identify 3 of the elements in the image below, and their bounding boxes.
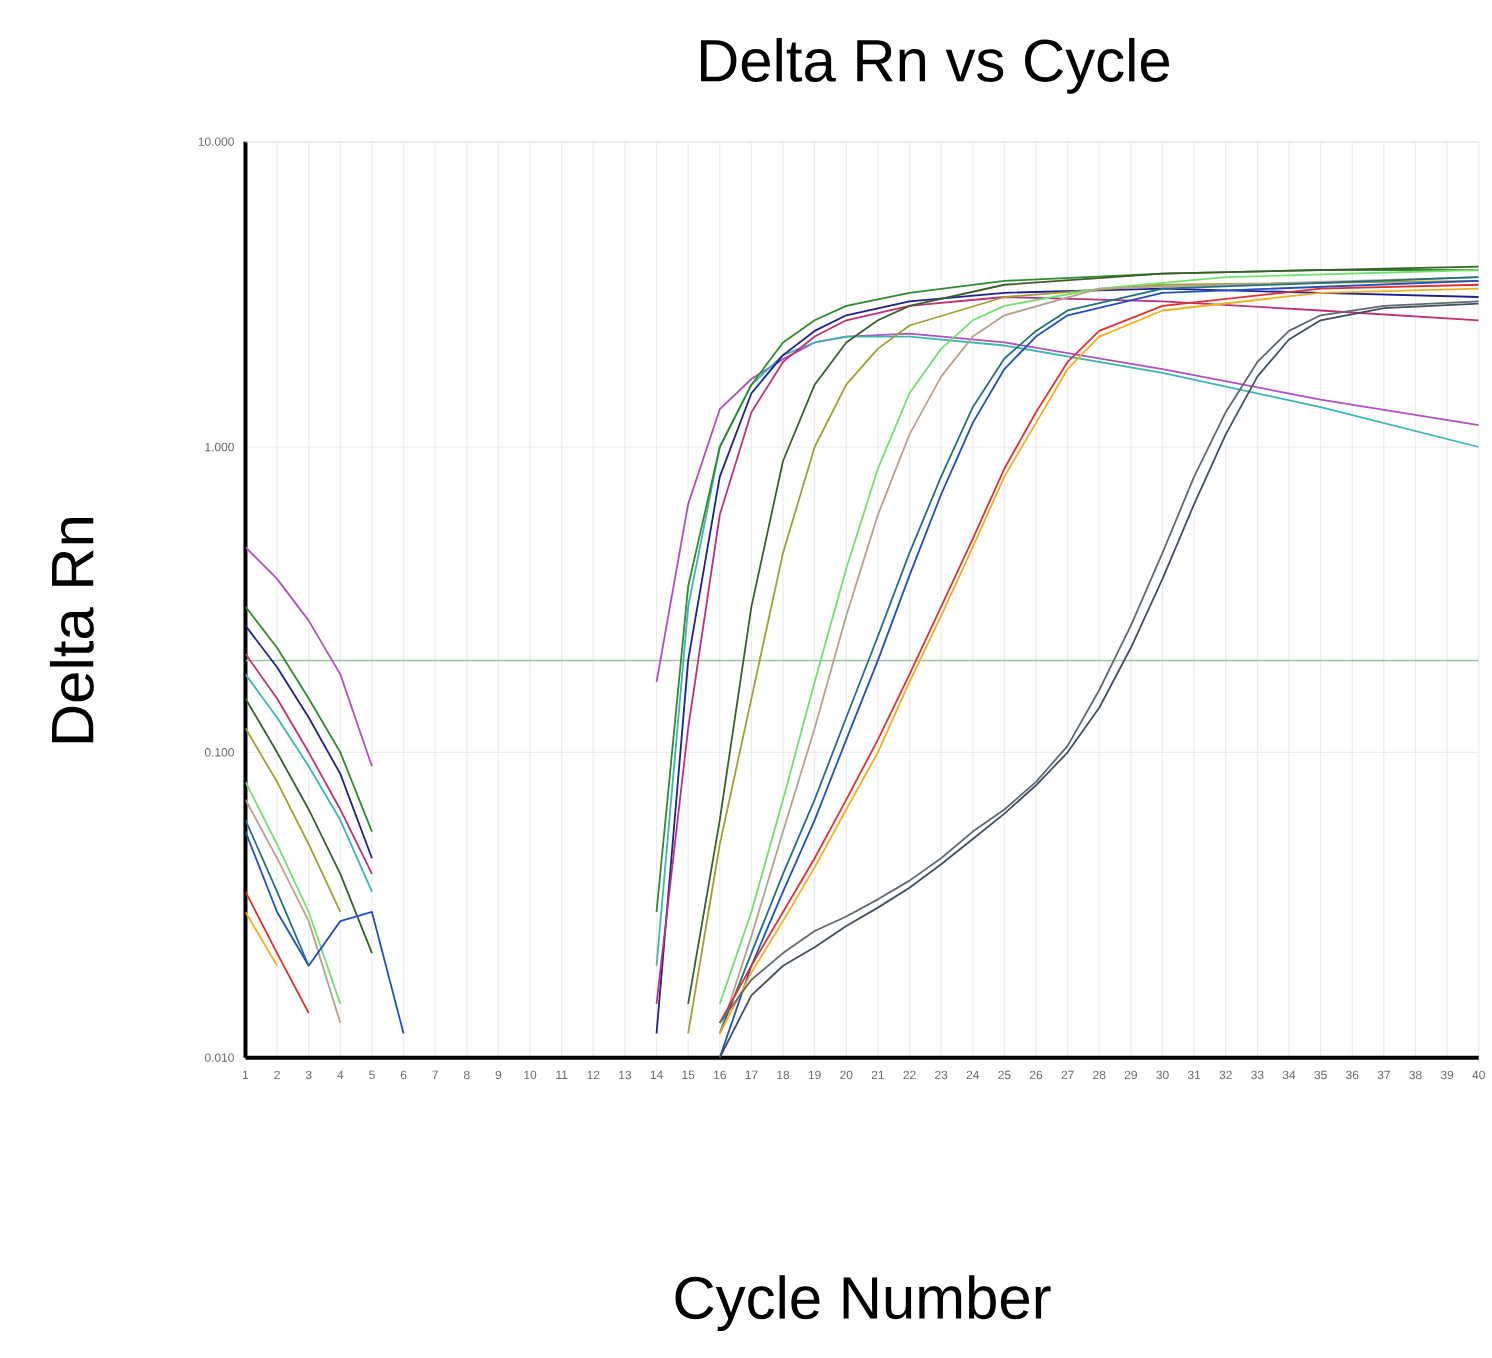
x-axis-title: Cycle Number [675, 1274, 1051, 1331]
chart-title: Delta Rn vs Cycle [700, 37, 1170, 94]
y-axis-title: Delta Rn [49, 517, 94, 742]
